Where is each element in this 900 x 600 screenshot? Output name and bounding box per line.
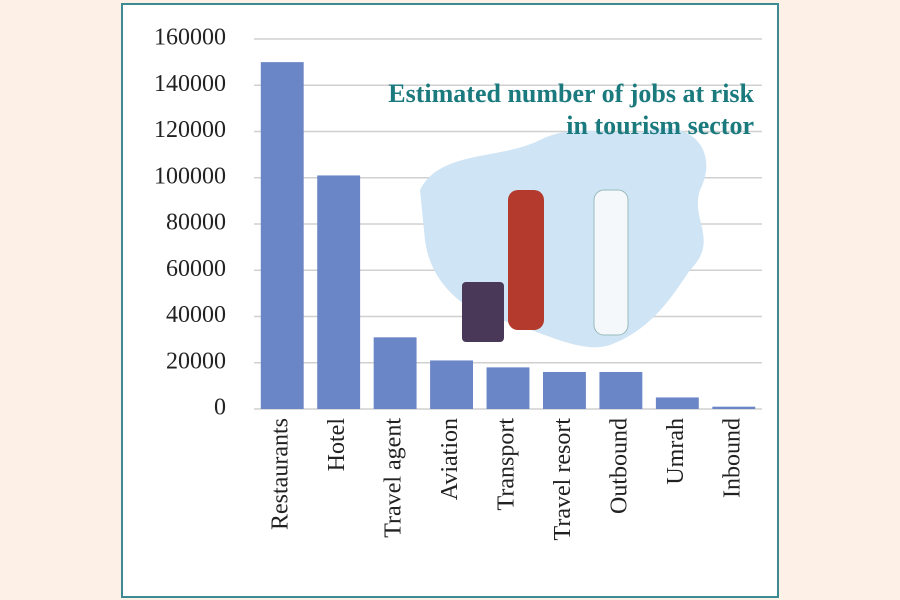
y-tick-label: 140000: [154, 71, 226, 97]
y-tick-label: 160000: [154, 25, 226, 51]
bar: [430, 360, 474, 409]
y-tick-label: 0: [214, 395, 226, 421]
x-tick-label: Travel agent: [381, 418, 407, 538]
bar: [599, 372, 643, 409]
bar: [655, 397, 699, 409]
x-tick-label: Umrah: [663, 418, 689, 485]
person-illustration: [508, 190, 544, 330]
y-tick-label: 120000: [154, 117, 226, 143]
x-tick-label: Hotel: [324, 418, 350, 472]
bar: [317, 175, 361, 409]
doctor-illustration: [593, 189, 629, 336]
bar: [542, 372, 586, 409]
y-tick-label: 80000: [166, 210, 226, 236]
bar: [486, 367, 530, 409]
y-tick-label: 100000: [154, 163, 226, 189]
x-tick-label: Inbound: [719, 418, 745, 498]
bar: [712, 406, 756, 409]
x-tick-label: Travel resort: [550, 418, 576, 541]
x-tick-label: Aviation: [437, 418, 463, 500]
y-tick-label: 20000: [166, 348, 226, 374]
x-tick-label: Transport: [494, 418, 520, 511]
x-tick-label: Outbound: [606, 418, 632, 514]
y-tick-label: 40000: [166, 302, 226, 328]
chart-title: Estimated number of jobs at risk in tour…: [388, 79, 754, 140]
y-tick-label: 60000: [166, 256, 226, 282]
bar: [373, 337, 417, 409]
suitcase-illustration: [462, 282, 504, 342]
bar: [260, 62, 304, 409]
x-tick-label: Restaurants: [268, 418, 294, 530]
